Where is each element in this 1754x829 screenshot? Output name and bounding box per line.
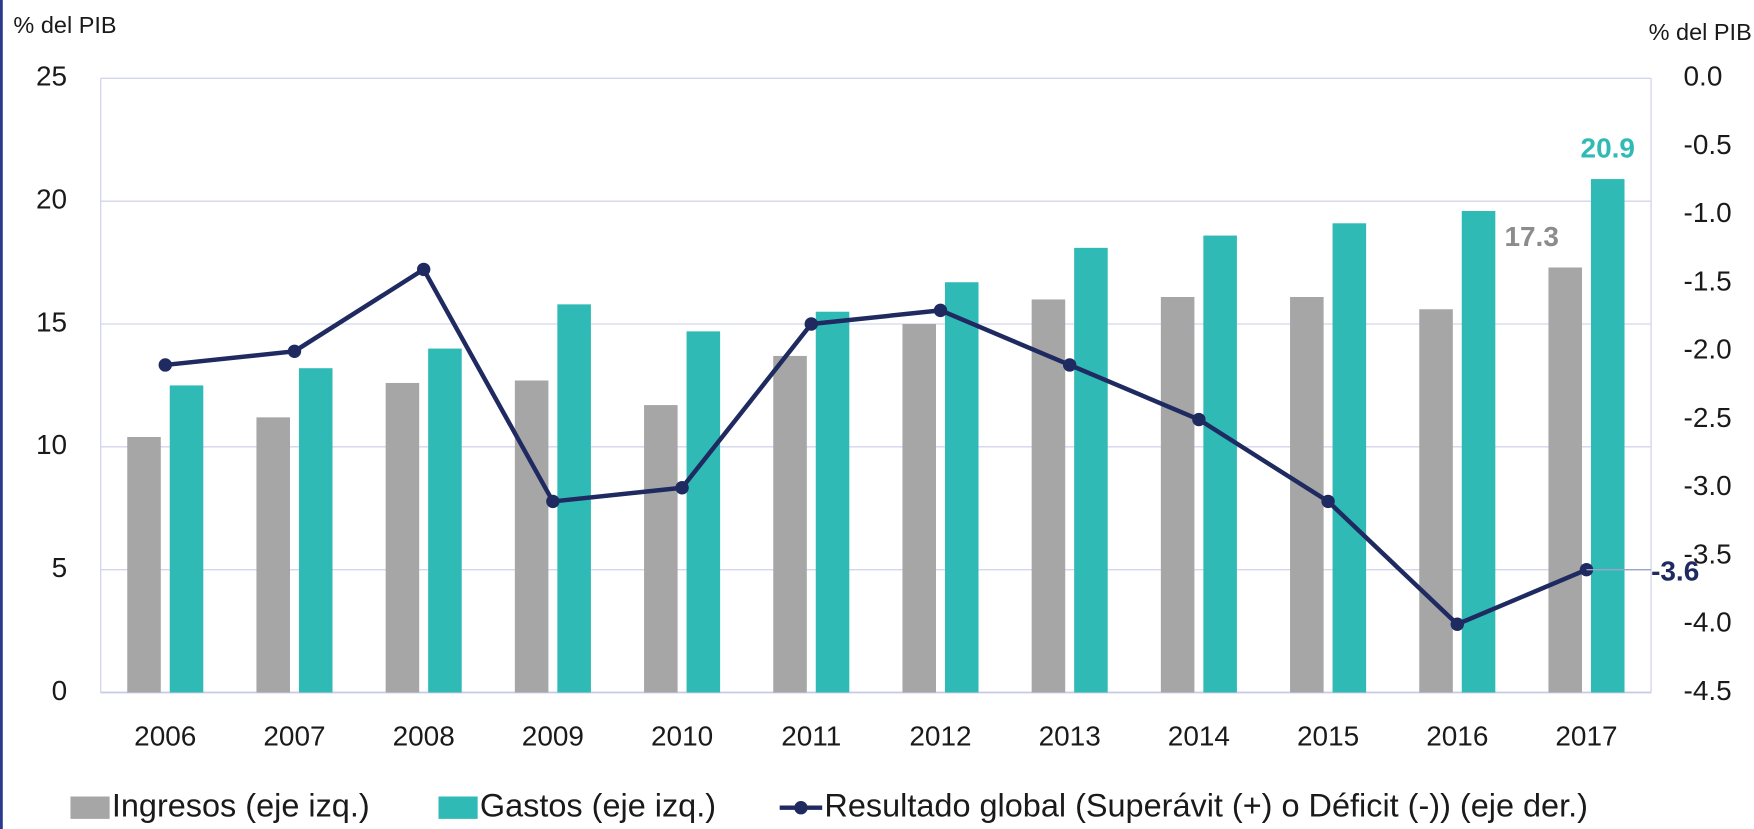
line-marker — [546, 494, 560, 509]
y-tick-label: 20 — [36, 184, 67, 215]
line-marker — [1192, 412, 1206, 427]
legend-label: Ingresos (eje izq.) — [112, 787, 370, 823]
bar — [256, 417, 291, 693]
y2-tick-label: -4.5 — [1684, 675, 1732, 706]
bar — [1332, 223, 1367, 693]
y2-tick-label: -2.5 — [1684, 402, 1732, 433]
bar — [169, 385, 204, 693]
line-marker — [158, 358, 172, 372]
x-tick-label: 2010 — [651, 721, 713, 752]
y-tick-label: 25 — [36, 61, 67, 92]
y2-tick-label: -0.5 — [1684, 129, 1732, 160]
legend-swatch — [438, 796, 478, 819]
line-marker — [416, 262, 431, 277]
legend-swatch — [70, 796, 110, 819]
bar — [944, 282, 979, 693]
line — [165, 267, 1588, 627]
bar — [298, 368, 333, 693]
x-tick-label: 2006 — [134, 721, 196, 752]
bar — [815, 311, 850, 693]
y-tick-label: 10 — [36, 429, 67, 460]
x-tick-label: 2013 — [1039, 721, 1101, 752]
bar — [428, 348, 462, 693]
legend-label: Gastos (eje izq.) — [480, 787, 716, 823]
x-tick-label: 2007 — [263, 721, 325, 752]
bar — [686, 331, 721, 693]
data-label: -3.6 — [1651, 555, 1699, 586]
bar — [773, 355, 807, 693]
bar — [514, 380, 549, 693]
data-label: 20.9 — [1581, 132, 1635, 163]
y2-tick-label: 0.0 — [1684, 61, 1723, 92]
line-marker — [933, 303, 948, 318]
x-tick-label: 2008 — [393, 721, 455, 752]
line-marker — [804, 317, 818, 331]
y-tick-label: 15 — [36, 306, 67, 337]
bar — [127, 437, 161, 693]
y-tick-label: 0 — [52, 675, 68, 706]
legend-swatch — [794, 800, 808, 815]
y2-tick-label: -4.0 — [1684, 607, 1732, 638]
x-tick-label: 2017 — [1555, 721, 1617, 752]
y-tick-label: 5 — [52, 552, 68, 583]
x-tick-label: 2012 — [909, 721, 971, 752]
line-marker — [675, 481, 689, 495]
bar — [902, 324, 937, 693]
line-marker — [287, 344, 302, 359]
line-marker — [1321, 494, 1335, 509]
bar — [1548, 267, 1583, 693]
x-tick-label: 2014 — [1168, 721, 1230, 752]
line-marker — [1450, 617, 1464, 631]
y2-tick-label: -3.0 — [1684, 470, 1732, 501]
bar — [1203, 235, 1237, 693]
legend-label: Resultado global (Superávit (+) o Défici… — [824, 787, 1588, 823]
bar — [1031, 299, 1066, 693]
x-tick-label: 2015 — [1297, 721, 1359, 752]
y2-tick-label: -1.0 — [1684, 197, 1732, 228]
y2-tick-label: -1.5 — [1684, 265, 1732, 296]
bar — [1074, 247, 1108, 693]
y2-tick-label: -2.0 — [1684, 334, 1732, 365]
x-tick-label: 2011 — [781, 721, 841, 752]
bar — [1419, 309, 1453, 693]
bar — [1160, 296, 1195, 693]
line-marker — [1062, 358, 1077, 372]
y2-axis-title: % del PIB — [1649, 19, 1752, 45]
y2-tick-label: -3.5 — [1684, 538, 1732, 569]
x-tick-label: 2016 — [1426, 721, 1488, 752]
bar — [385, 382, 420, 693]
bar — [1590, 179, 1625, 693]
x-tick-label: 2009 — [522, 721, 584, 752]
bar — [644, 405, 678, 693]
data-label: 17.3 — [1504, 221, 1558, 252]
y-axis-title: % del PIB — [13, 12, 116, 38]
